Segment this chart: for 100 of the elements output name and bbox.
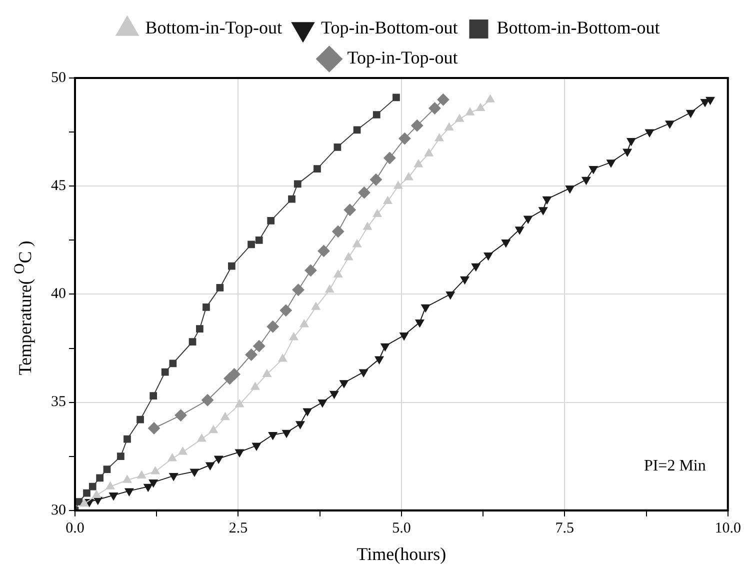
x-tick-label: 5.0 xyxy=(392,520,411,536)
y-tick-label: 30 xyxy=(51,502,66,518)
point xyxy=(268,432,278,440)
x-tick-label: 10.0 xyxy=(714,520,741,536)
point xyxy=(460,276,470,284)
point xyxy=(344,204,356,216)
point xyxy=(334,144,342,151)
point xyxy=(83,489,90,497)
point xyxy=(344,252,353,260)
point xyxy=(446,291,455,300)
point xyxy=(174,409,187,422)
point xyxy=(404,172,414,180)
point xyxy=(124,435,131,443)
point xyxy=(314,165,321,172)
point xyxy=(92,490,101,498)
point xyxy=(190,468,199,476)
point xyxy=(150,392,158,400)
point xyxy=(515,226,524,234)
point xyxy=(235,449,244,458)
y-tick-label: 35 xyxy=(51,394,66,410)
point xyxy=(400,332,408,340)
point xyxy=(325,284,334,293)
legend-label: Top-in-Bottom-out xyxy=(321,18,458,38)
point xyxy=(169,473,178,481)
point xyxy=(318,244,330,257)
point xyxy=(363,222,372,230)
point xyxy=(96,474,104,482)
point xyxy=(253,340,266,352)
point xyxy=(706,96,715,105)
point xyxy=(455,114,464,122)
point xyxy=(334,270,343,278)
point xyxy=(421,304,430,312)
point xyxy=(359,369,368,378)
point xyxy=(424,148,434,156)
point xyxy=(626,138,636,146)
point xyxy=(228,368,240,380)
point xyxy=(220,412,230,420)
point xyxy=(148,480,158,488)
point xyxy=(245,348,258,361)
point xyxy=(374,356,384,364)
point xyxy=(415,320,424,328)
point xyxy=(582,176,591,185)
point xyxy=(282,430,291,438)
point xyxy=(235,399,244,408)
point xyxy=(300,319,309,328)
point xyxy=(252,442,261,451)
point xyxy=(303,408,312,416)
x-tick-label: 7.5 xyxy=(555,520,574,536)
point xyxy=(137,470,146,479)
point xyxy=(161,368,169,376)
point xyxy=(383,196,392,204)
point xyxy=(502,240,510,248)
point xyxy=(588,166,598,174)
point xyxy=(278,354,288,362)
point xyxy=(471,263,480,272)
point xyxy=(437,94,450,106)
x-tick-label: 0.0 xyxy=(66,520,84,536)
legend-label: Bottom-in-Bottom-out xyxy=(496,18,660,38)
point xyxy=(700,99,710,107)
point xyxy=(103,466,111,474)
legend-label: Top-in-Top-out xyxy=(347,48,458,68)
point xyxy=(80,498,89,507)
point xyxy=(150,466,160,474)
point xyxy=(606,160,616,168)
point xyxy=(411,120,424,132)
point xyxy=(122,475,132,483)
point xyxy=(304,264,317,276)
point xyxy=(394,181,403,189)
point xyxy=(384,152,396,164)
point xyxy=(318,400,327,408)
point xyxy=(444,122,454,130)
x-tick-label: 2.5 xyxy=(228,520,248,536)
point xyxy=(484,252,493,260)
point xyxy=(255,236,263,244)
point xyxy=(428,102,441,114)
point xyxy=(294,180,302,188)
point xyxy=(248,240,255,248)
point xyxy=(169,360,177,368)
point xyxy=(330,390,339,399)
point xyxy=(486,94,495,102)
point xyxy=(209,425,218,434)
point xyxy=(266,320,279,333)
point xyxy=(524,216,532,224)
point xyxy=(188,338,196,346)
point xyxy=(109,492,118,500)
point xyxy=(144,484,153,492)
point xyxy=(202,394,214,406)
point xyxy=(197,434,206,442)
point xyxy=(88,482,96,490)
point xyxy=(392,94,400,102)
legend-label: Bottom-in-Top-out xyxy=(145,18,282,38)
point xyxy=(665,120,674,128)
point xyxy=(228,262,236,270)
point xyxy=(216,284,224,292)
point xyxy=(565,186,574,194)
point xyxy=(414,159,423,168)
point xyxy=(250,382,260,390)
point xyxy=(434,134,444,142)
x-axis-title: Time(hours) xyxy=(356,544,446,564)
point xyxy=(622,148,632,157)
